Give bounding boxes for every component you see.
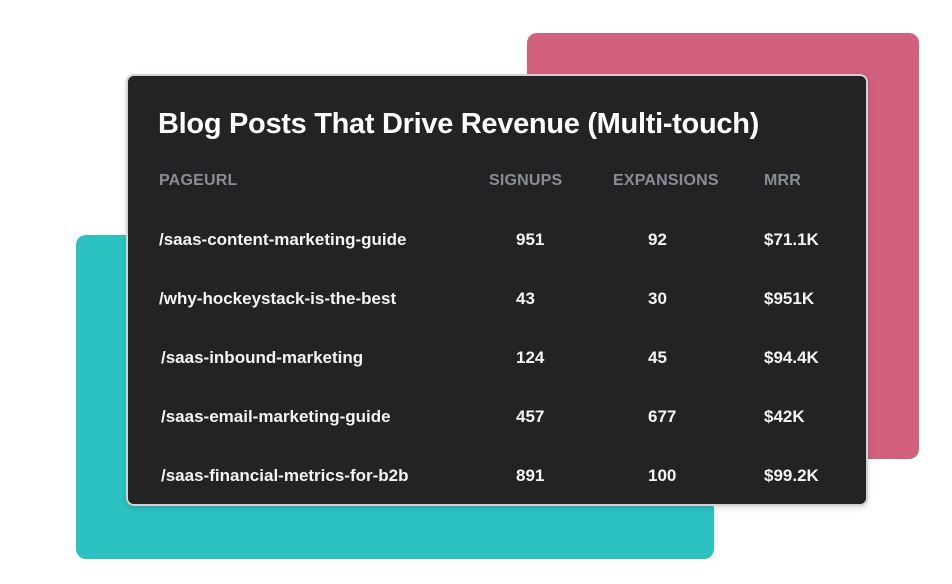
table-row-expansions: 92 — [648, 230, 667, 249]
table-row-url: /saas-content-marketing-guide — [159, 230, 407, 249]
table-row-mrr: $94.4K — [764, 348, 819, 367]
table-row-url: /saas-email-marketing-guide — [161, 407, 391, 426]
table-row-signups: 124 — [516, 348, 545, 367]
column-header-signups: SIGNUPS — [489, 172, 563, 189]
table-row-url: /saas-inbound-marketing — [161, 348, 364, 367]
table-row-signups: 43 — [516, 289, 535, 308]
column-header-expansions: EXPANSIONS — [613, 172, 719, 189]
revenue-table-card: Blog Posts That Drive Revenue (Multi-tou… — [126, 74, 868, 506]
blog-posts-table: PAGEURL SIGNUPS EXPANSIONS MRR /saas-con… — [128, 76, 866, 504]
table-row-expansions: 677 — [648, 407, 677, 426]
table-row-signups: 457 — [516, 407, 545, 426]
column-header-pageurl: PAGEURL — [159, 172, 238, 189]
table-row-signups: 951 — [516, 230, 545, 249]
table-row-mrr: $42K — [764, 407, 805, 426]
column-header-mrr: MRR — [764, 172, 802, 189]
table-row-url: /saas-financial-metrics-for-b2b — [161, 466, 409, 485]
table-row-signups: 891 — [516, 466, 545, 485]
table-row-expansions: 30 — [648, 289, 667, 308]
card-title: Blog Posts That Drive Revenue (Multi-tou… — [158, 108, 759, 140]
table-row-expansions: 100 — [648, 466, 677, 485]
table-row-mrr: $99.2K — [764, 466, 819, 485]
table-row-mrr: $951K — [764, 289, 815, 308]
table-row-mrr: $71.1K — [764, 230, 819, 249]
table-row-url: /why-hockeystack-is-the-best — [159, 289, 397, 308]
table-row-expansions: 45 — [648, 348, 667, 367]
